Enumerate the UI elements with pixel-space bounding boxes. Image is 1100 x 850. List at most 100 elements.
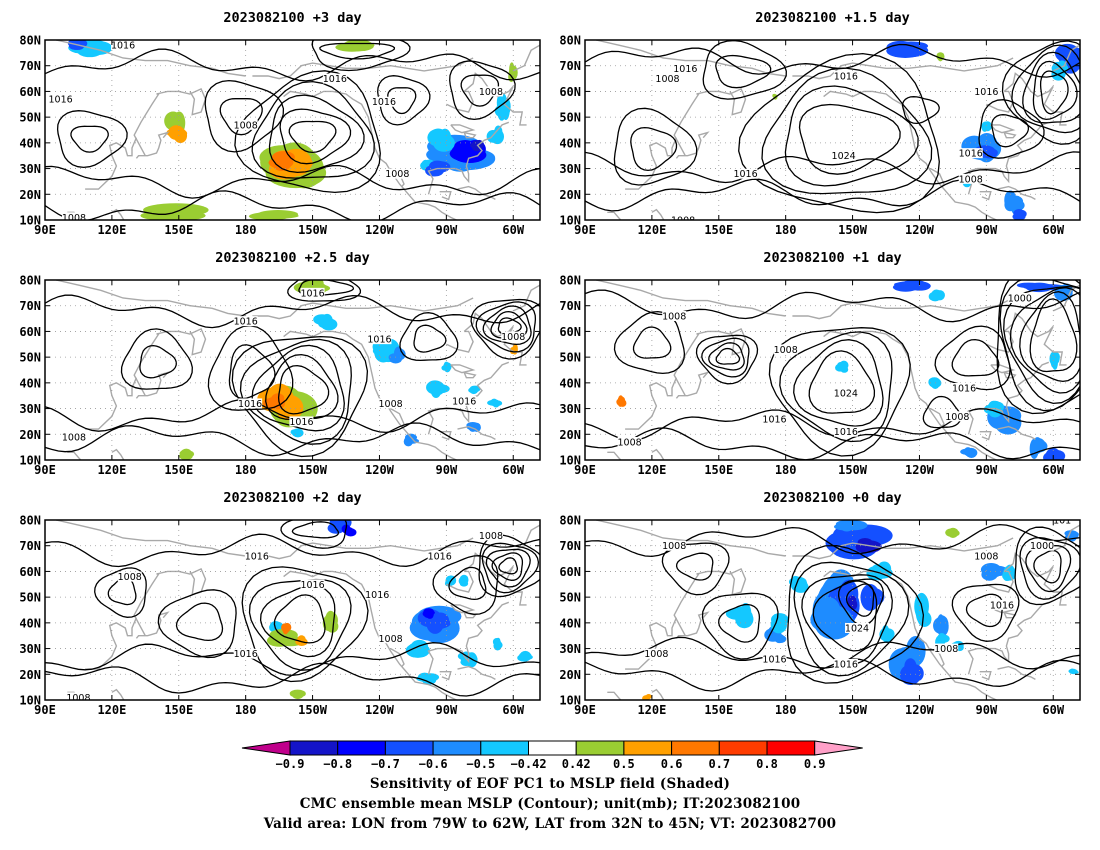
isobar [279,108,352,165]
contour-label: 1016 [452,396,476,407]
contour-labels: 1016 1016 1016 1008 1016 1016 1008 1016 1008 [62,287,525,443]
lon-label: 90W [976,223,998,237]
contour-label: 1016 [974,87,998,98]
lat-label: 60N [19,325,41,339]
coastline [463,552,527,606]
lat-label: 60N [559,325,581,339]
contour-label: 1016 [959,149,983,160]
isobar [991,114,1030,148]
isobar [319,42,396,60]
lon-label: 150E [164,463,193,477]
isobar [234,70,381,194]
contour-label: 1016 [234,649,258,660]
isobar [786,544,925,684]
isobar [1022,51,1080,124]
isobar-contours [45,280,540,458]
coastline [792,57,1014,80]
lon-label: 120W [905,463,935,477]
isobar [175,602,224,642]
contour-label-bg [233,316,258,327]
isobar [701,592,779,660]
isobar [1009,287,1080,394]
contour-label: 1016 [834,427,858,438]
lon-label: 180 [235,703,257,717]
lat-label: 70N [19,539,41,553]
isobar [675,552,714,581]
colorbar-segment [480,740,529,756]
contour-label-bg [833,388,858,399]
shading-patch [180,448,192,458]
contour-label: 1008 [644,649,668,660]
lat-label: 50N [559,591,581,605]
isobar [661,542,730,596]
colorbar-tick-label: −0.6 [419,757,448,771]
coastline [625,377,678,430]
isobar [228,344,276,400]
contour-label-bg [773,344,798,355]
shading-patch [278,155,294,167]
coastline [595,520,786,557]
contour-label: 1016 [300,580,324,591]
isobar [251,344,345,432]
coastline [823,570,999,700]
coastline [135,371,170,399]
coastline [133,333,160,397]
coastline [1003,552,1067,606]
lon-label: 120E [97,703,126,717]
isobar [311,40,411,72]
isobar [715,347,741,365]
sensitivity-shading [179,280,518,460]
coastlines [595,40,1080,220]
map-area: 1016 1016 1016 1008 1016 1016 1008 1016 1008 [45,280,540,460]
coastline [135,131,170,159]
shading-patch [293,431,303,438]
contour-label-bg [945,411,970,422]
lat-label: 10N [559,454,581,468]
shading-patch [432,128,444,147]
lon-label: 120E [637,223,666,237]
shading-patch [861,589,882,607]
isobar [922,395,962,429]
isobar [287,280,362,302]
isobar [798,103,901,175]
isobar [901,96,940,125]
contour-label-bg [367,334,392,345]
isobar [45,48,540,82]
contour-label-bg [989,599,1014,610]
map-area: 1016 1008 1016 1016 1008 1016 1016 1008 1008 [45,520,540,700]
lon-label: 150W [298,223,328,237]
shading-patch [321,313,333,328]
contour-label-bg [974,551,999,561]
isobar [45,164,540,199]
isobar [498,557,519,575]
lat-label: 10N [559,214,581,228]
isobar [1039,70,1069,115]
lat-label: 40N [559,136,581,150]
caption-line-1: Sensitivity of EOF PC1 to MSLP field (Sh… [369,776,731,792]
colorbar-segment [766,740,816,756]
contour-label: 1008 [118,572,142,583]
coastline [979,431,992,441]
colorbar-tick-label: −0.9 [276,757,305,771]
coastline [1052,44,1080,72]
contour-label-bg [378,633,403,644]
isobar [768,327,911,457]
isobar [204,79,285,153]
contour-label-bg [833,426,858,437]
map-area: 1016 1016 1016 1008 1016 1008 1008 1008 [45,40,540,220]
isobar [951,583,1020,642]
isobar [1001,40,1080,145]
contour-label: 1016 [952,384,976,395]
coastline [156,327,207,356]
coastline [463,312,527,366]
contour-label-bg [845,623,870,633]
isobar [585,178,1080,212]
coastline [450,124,476,134]
coastline [1003,312,1067,366]
shading-patch [735,610,754,629]
lon-label: 150E [164,703,193,717]
contour-label: 1000 [1030,541,1054,552]
coastline [439,431,452,441]
lat-label: 60N [559,85,581,99]
